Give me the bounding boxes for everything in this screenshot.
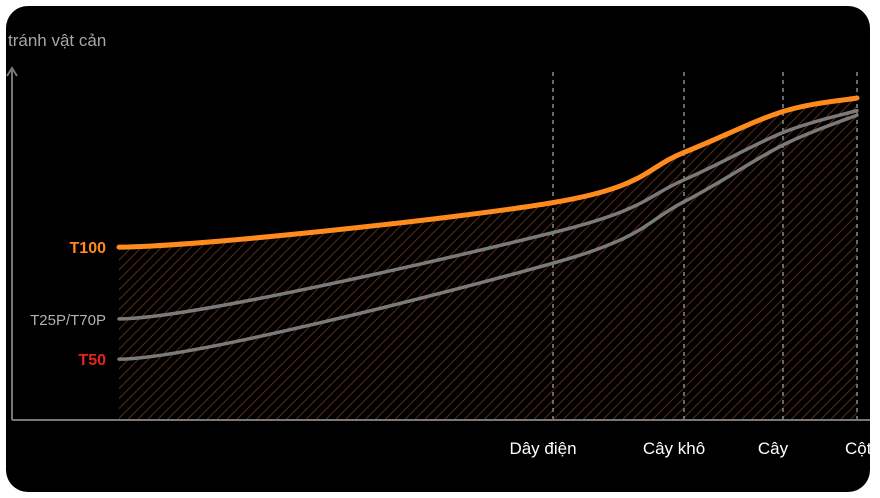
series-line-t50 [117,113,859,361]
chart-svg: tránh vật cản Dây điện Cây khô Cây Cột T100… [6,31,870,458]
x-tick-label: Dây điện [509,439,576,458]
hatched-area [119,98,857,420]
x-tick-label: Cây [758,439,789,458]
series-label: T50 [78,352,106,369]
y-axis-arrow-icon [6,66,18,77]
chart-frame: tránh vật cản Dây điện Cây khô Cây Cột T100… [6,6,870,492]
x-tick-label: Cây khô [643,439,705,458]
series-line-t25p-t70p [117,108,859,321]
series-label: T100 [70,240,107,257]
y-axis-label: tránh vật cản [8,31,106,50]
x-tick-label: Cột [845,439,870,458]
series-label: T25P/T70P [30,312,106,329]
series-line-t100 [116,95,860,250]
